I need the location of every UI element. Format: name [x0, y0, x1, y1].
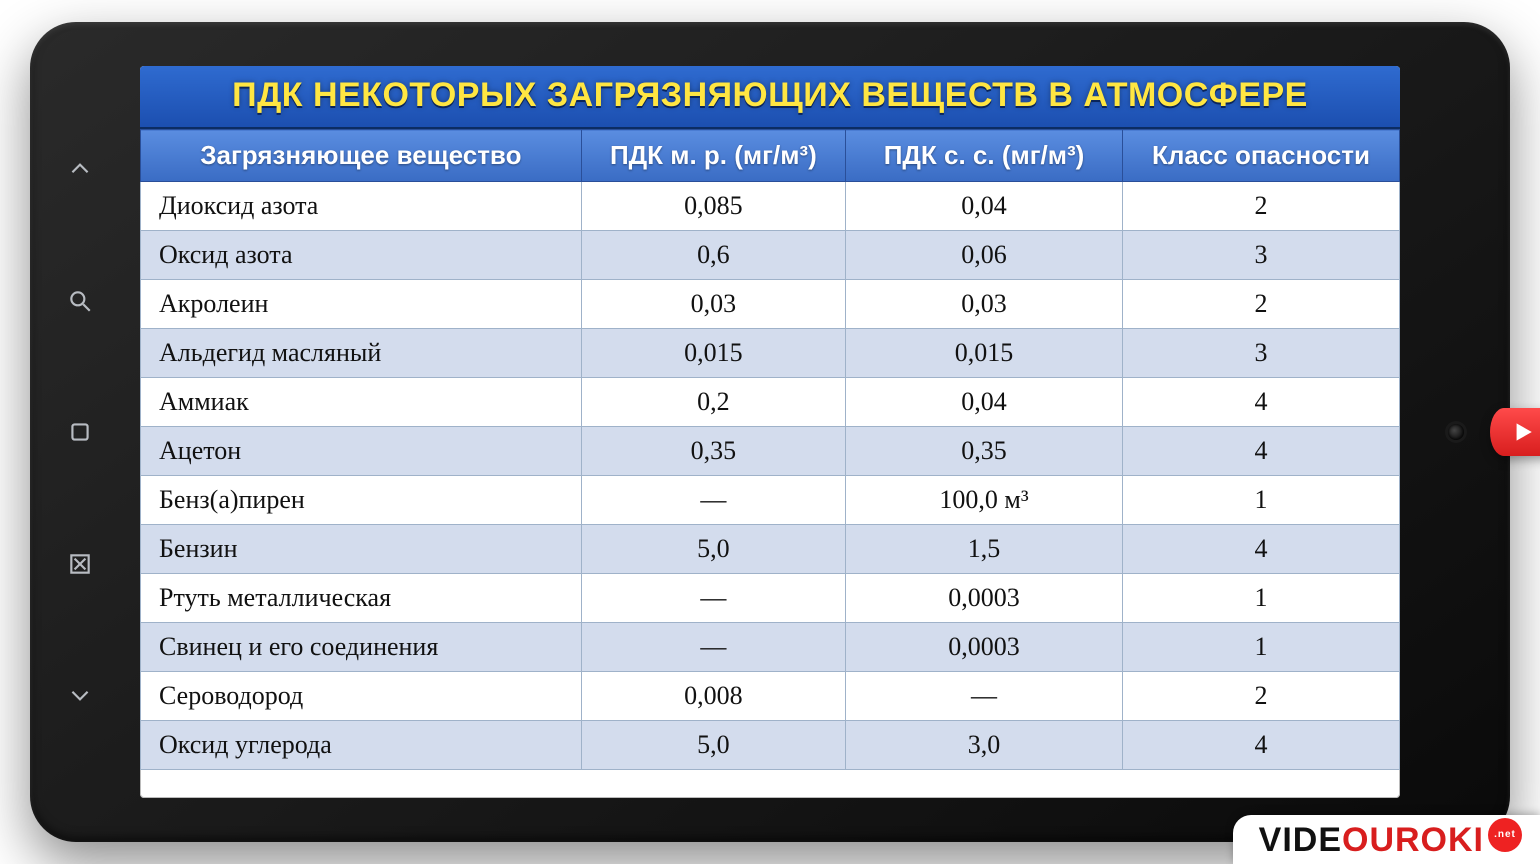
chevron-up-icon[interactable] — [63, 152, 97, 186]
table-row: Свинец и его соединения—0,00031 — [141, 623, 1400, 672]
table-head: Загрязняющее вещество ПДК м. р. (мг/м³) … — [141, 130, 1400, 182]
close-x-icon[interactable] — [63, 547, 97, 581]
cell-substance: Аммиак — [141, 378, 582, 427]
cell-pdk-mr: 5,0 — [581, 525, 845, 574]
cell-hazard-class: 1 — [1123, 574, 1400, 623]
watermark-mid: OUROKI — [1342, 821, 1484, 860]
cell-pdk-ss: 100,0 м³ — [846, 476, 1123, 525]
table-body: Диоксид азота0,0850,042Оксид азота0,60,0… — [141, 182, 1400, 770]
square-icon[interactable] — [63, 415, 97, 449]
watermark-badge: .net — [1488, 818, 1522, 852]
col-header-hazard-class: Класс опасности — [1123, 130, 1400, 182]
cell-substance: Сероводород — [141, 672, 582, 721]
cell-substance: Ртуть металлическая — [141, 574, 582, 623]
cell-hazard-class: 4 — [1123, 721, 1400, 770]
cell-hazard-class: 4 — [1123, 427, 1400, 476]
tablet-screen: ПДК НЕКОТОРЫХ ЗАГРЯЗНЯЮЩИХ ВЕЩЕСТВ В АТМ… — [140, 66, 1400, 798]
play-button[interactable] — [1490, 408, 1540, 456]
cell-hazard-class: 2 — [1123, 182, 1400, 231]
table-row: Сероводород0,008—2 — [141, 672, 1400, 721]
cell-substance: Ацетон — [141, 427, 582, 476]
tablet-frame: ПДК НЕКОТОРЫХ ЗАГРЯЗНЯЮЩИХ ВЕЩЕСТВ В АТМ… — [30, 22, 1510, 842]
title-bar: ПДК НЕКОТОРЫХ ЗАГРЯЗНЯЮЩИХ ВЕЩЕСТВ В АТМ… — [140, 66, 1400, 129]
cell-pdk-ss: 0,015 — [846, 329, 1123, 378]
cell-hazard-class: 2 — [1123, 672, 1400, 721]
cell-substance: Диоксид азота — [141, 182, 582, 231]
cell-pdk-mr: 0,6 — [581, 231, 845, 280]
table-row: Диоксид азота0,0850,042 — [141, 182, 1400, 231]
play-icon — [1509, 419, 1535, 445]
cell-pdk-mr: 5,0 — [581, 721, 845, 770]
cell-hazard-class: 1 — [1123, 476, 1400, 525]
cell-substance: Свинец и его соединения — [141, 623, 582, 672]
chevron-down-icon[interactable] — [63, 678, 97, 712]
cell-substance: Акролеин — [141, 280, 582, 329]
page: ПДК НЕКОТОРЫХ ЗАГРЯЗНЯЮЩИХ ВЕЩЕСТВ В АТМ… — [0, 0, 1540, 864]
pdk-table: Загрязняющее вещество ПДК м. р. (мг/м³) … — [140, 129, 1400, 770]
cell-pdk-mr: — — [581, 476, 845, 525]
cell-substance: Альдегид масляный — [141, 329, 582, 378]
table-row: Акролеин0,030,032 — [141, 280, 1400, 329]
table-row: Аммиак0,20,044 — [141, 378, 1400, 427]
cell-pdk-mr: 0,015 — [581, 329, 845, 378]
cell-hazard-class: 3 — [1123, 329, 1400, 378]
search-icon[interactable] — [63, 284, 97, 318]
cell-pdk-ss: 0,04 — [846, 182, 1123, 231]
watermark-pre: VIDE — [1259, 821, 1342, 860]
cell-hazard-class: 1 — [1123, 623, 1400, 672]
cell-pdk-mr: — — [581, 623, 845, 672]
cell-pdk-mr: — — [581, 574, 845, 623]
cell-hazard-class: 2 — [1123, 280, 1400, 329]
table-row: Ацетон0,350,354 — [141, 427, 1400, 476]
cell-pdk-ss: 0,06 — [846, 231, 1123, 280]
table-row: Альдегид масляный0,0150,0153 — [141, 329, 1400, 378]
page-title: ПДК НЕКОТОРЫХ ЗАГРЯЗНЯЮЩИХ ВЕЩЕСТВ В АТМ… — [148, 76, 1392, 115]
cell-pdk-ss: 0,35 — [846, 427, 1123, 476]
table-row: Бенз(а)пирен—100,0 м³1 — [141, 476, 1400, 525]
cell-substance: Бензин — [141, 525, 582, 574]
cell-pdk-mr: 0,2 — [581, 378, 845, 427]
cell-hazard-class: 3 — [1123, 231, 1400, 280]
col-header-substance: Загрязняющее вещество — [141, 130, 582, 182]
table-row: Ртуть металлическая—0,00031 — [141, 574, 1400, 623]
cell-pdk-mr: 0,085 — [581, 182, 845, 231]
cell-substance: Бенз(а)пирен — [141, 476, 582, 525]
tablet-camera-dot — [1448, 424, 1464, 440]
cell-pdk-ss: 3,0 — [846, 721, 1123, 770]
cell-pdk-mr: 0,35 — [581, 427, 845, 476]
col-header-pdk-ss: ПДК с. с. (мг/м³) — [846, 130, 1123, 182]
col-header-pdk-mr: ПДК м. р. (мг/м³) — [581, 130, 845, 182]
table-row: Оксид азота0,60,063 — [141, 231, 1400, 280]
cell-pdk-ss: 0,0003 — [846, 574, 1123, 623]
cell-pdk-ss: — — [846, 672, 1123, 721]
watermark: VIDEOUROKI.net — [1233, 815, 1540, 864]
cell-pdk-ss: 0,03 — [846, 280, 1123, 329]
cell-pdk-mr: 0,008 — [581, 672, 845, 721]
table-row: Бензин5,01,54 — [141, 525, 1400, 574]
cell-pdk-ss: 1,5 — [846, 525, 1123, 574]
cell-pdk-mr: 0,03 — [581, 280, 845, 329]
cell-substance: Оксид азота — [141, 231, 582, 280]
cell-pdk-ss: 0,04 — [846, 378, 1123, 427]
table-row: Оксид углерода5,03,04 — [141, 721, 1400, 770]
cell-pdk-ss: 0,0003 — [846, 623, 1123, 672]
cell-hazard-class: 4 — [1123, 525, 1400, 574]
cell-hazard-class: 4 — [1123, 378, 1400, 427]
cell-substance: Оксид углерода — [141, 721, 582, 770]
tablet-nav-column — [60, 152, 100, 712]
